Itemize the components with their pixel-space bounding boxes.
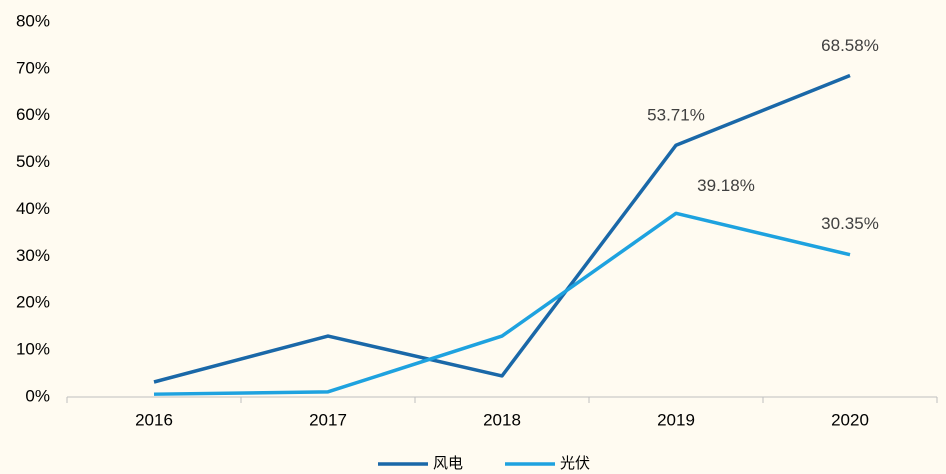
y-tick-label: 40% xyxy=(16,199,50,218)
y-tick-label: 50% xyxy=(16,152,50,171)
x-tick-label: 2020 xyxy=(831,410,869,429)
y-tick-label: 60% xyxy=(16,105,50,124)
x-tick-label: 2019 xyxy=(657,410,695,429)
data-label: 53.71% xyxy=(647,106,705,125)
series-line xyxy=(153,211,851,396)
y-tick-label: 20% xyxy=(16,293,50,312)
data-label: 39.18% xyxy=(697,176,755,195)
series-line xyxy=(153,73,851,384)
y-tick-label: 10% xyxy=(16,340,50,359)
data-label: 68.58% xyxy=(821,36,879,55)
data-label: 30.35% xyxy=(821,214,879,233)
y-tick-label: 70% xyxy=(16,58,50,77)
x-tick-label: 2017 xyxy=(309,410,347,429)
legend-label: 风电 xyxy=(433,455,463,472)
legend-label: 光伏 xyxy=(560,455,590,472)
y-tick-label: 30% xyxy=(16,246,50,265)
y-tick-label: 80% xyxy=(16,11,50,30)
x-tick-label: 2018 xyxy=(483,410,521,429)
y-tick-label: 0% xyxy=(25,386,50,405)
x-tick-label: 2016 xyxy=(135,410,173,429)
